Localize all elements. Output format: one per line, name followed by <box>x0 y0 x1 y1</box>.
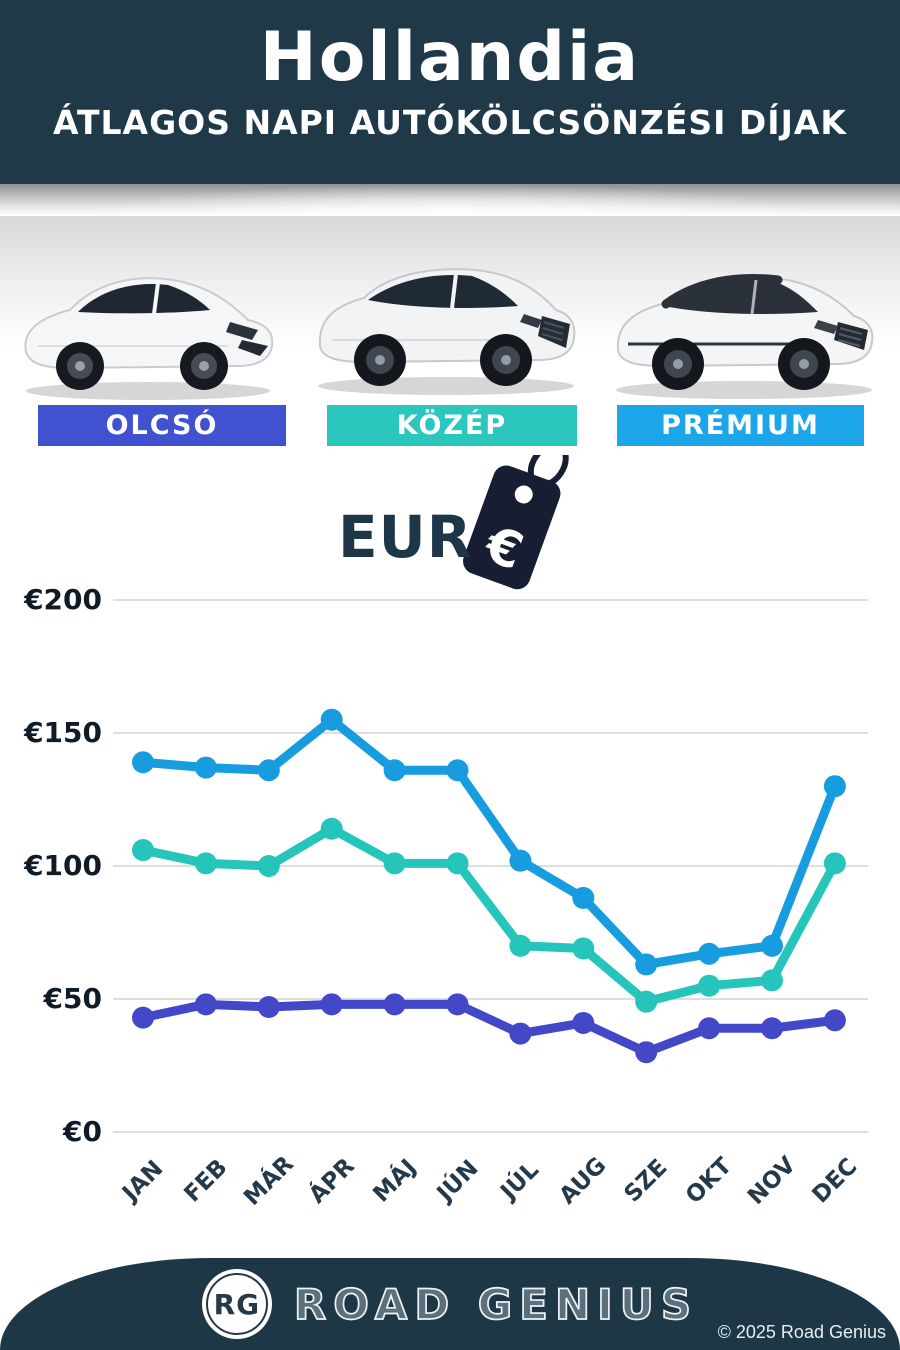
premium-suv-image <box>616 273 874 399</box>
page-title: Hollandia <box>259 18 641 97</box>
data-point-prémium <box>257 759 280 782</box>
data-point-prémium <box>761 934 783 957</box>
data-point-közép <box>635 990 658 1013</box>
data-point-közép <box>761 969 783 992</box>
rg-logo-initials: RG <box>213 1287 261 1321</box>
data-point-olcsó <box>257 995 280 1018</box>
data-point-olcsó <box>509 1022 532 1045</box>
series-line-prémium <box>138 715 840 969</box>
footer-logo-row: RG ROAD GENIUS <box>0 1258 900 1350</box>
data-point-közép <box>383 852 406 875</box>
data-point-olcsó <box>635 1041 658 1064</box>
data-point-olcsó <box>194 993 217 1016</box>
badge-premium-label: PRÉMIUM <box>661 410 820 441</box>
data-point-közép <box>194 852 217 875</box>
y-tick-label: €200 <box>24 583 102 616</box>
car-images-row <box>0 216 900 406</box>
series-line-olcsó <box>138 999 840 1057</box>
data-point-olcsó <box>698 1017 721 1040</box>
badge-premium: PRÉMIUM <box>617 405 864 446</box>
y-tick-label: €0 <box>63 1115 102 1148</box>
data-point-olcsó <box>572 1011 595 1034</box>
data-point-olcsó <box>823 1009 846 1032</box>
page-subtitle: ÁTLAGOS NAPI AUTÓKÖLCSÖNZÉSI DÍJAK <box>53 103 847 142</box>
data-point-prémium <box>823 775 846 798</box>
data-point-prémium <box>383 759 406 782</box>
data-point-közép <box>572 937 595 960</box>
data-point-közép <box>698 974 721 997</box>
data-point-közép <box>823 852 846 875</box>
data-point-olcsó <box>320 993 343 1016</box>
price-tag-icon: € <box>463 442 569 590</box>
data-point-prémium <box>132 751 154 774</box>
metallic-divider <box>0 184 900 216</box>
y-tick-label: €50 <box>43 982 102 1015</box>
y-tick-label: €100 <box>24 849 102 882</box>
badge-cheap: OLCSÓ <box>38 405 286 446</box>
data-point-olcsó <box>446 993 469 1016</box>
data-point-prémium <box>194 756 217 779</box>
data-point-közép <box>320 817 343 840</box>
badge-cheap-label: OLCSÓ <box>105 410 219 441</box>
data-point-olcsó <box>761 1017 783 1040</box>
copyright-text: © 2025 Road Genius <box>717 1322 886 1342</box>
badge-mid: KÖZÉP <box>327 405 577 446</box>
data-point-prémium <box>635 953 658 976</box>
data-point-közép <box>446 852 469 875</box>
footer: RG ROAD GENIUS © 2025 Road Genius <box>0 1258 900 1350</box>
data-point-olcsó <box>383 993 406 1016</box>
brand-name: ROAD GENIUS <box>293 1279 699 1330</box>
series-line-közép <box>138 824 840 1007</box>
data-point-prémium <box>446 759 469 782</box>
chart-canvas <box>113 599 868 1133</box>
currency-section: EUR € <box>0 442 900 625</box>
currency-label: EUR <box>338 503 473 571</box>
badge-mid-label: KÖZÉP <box>396 410 508 441</box>
economy-car-image <box>24 277 274 400</box>
data-point-közép <box>509 934 532 957</box>
rg-logo-ring: RG <box>205 1273 268 1335</box>
header: Hollandia ÁTLAGOS NAPI AUTÓKÖLCSÖNZÉSI D… <box>0 0 900 184</box>
data-point-prémium <box>572 886 595 909</box>
rental-price-chart: €200 €150 €100 €50 €0 JAN FEB MÁR ÁPR MÁJ JÚN JÚL A… <box>0 560 900 1240</box>
data-point-prémium <box>698 942 721 965</box>
data-point-közép <box>257 855 280 877</box>
data-point-olcsó <box>132 1006 154 1029</box>
rg-logo: RG <box>201 1269 272 1339</box>
midsize-suv-image <box>318 268 576 395</box>
data-point-közép <box>132 839 154 862</box>
data-point-prémium <box>320 708 343 731</box>
data-point-prémium <box>509 849 532 872</box>
y-tick-label: €150 <box>24 716 102 749</box>
